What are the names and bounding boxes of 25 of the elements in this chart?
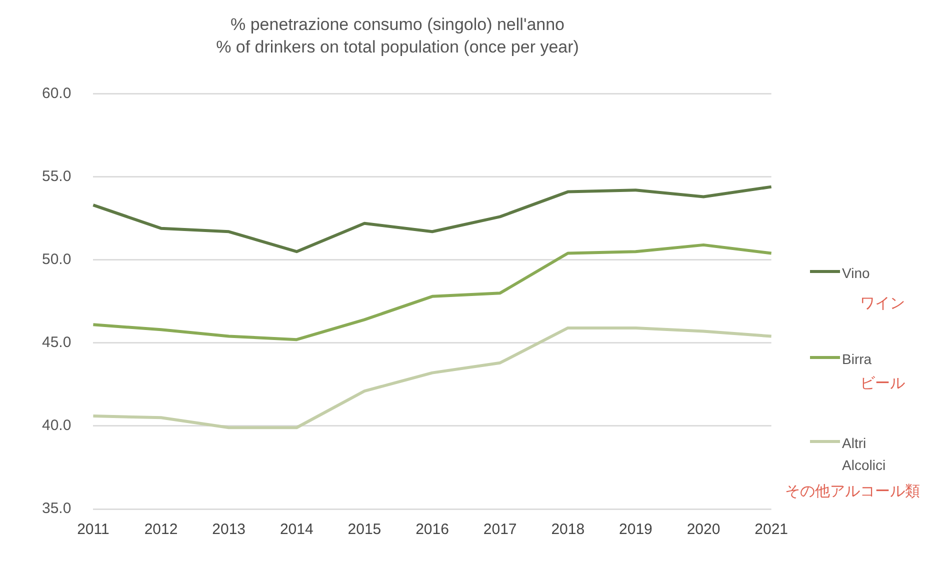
y-tick-label: 50.0 — [42, 251, 72, 268]
x-tick-label: 2020 — [686, 521, 720, 538]
legend-label: Altri Alcolici — [842, 434, 887, 475]
y-tick-label: 40.0 — [42, 417, 72, 434]
chart-title: % penetrazione consumo (singolo) nell'anno — [230, 14, 565, 34]
x-tick-label: 2012 — [144, 521, 178, 538]
chart-subtitle: % of drinkers on total population (once per year) — [216, 37, 579, 56]
x-tick-label: 2014 — [280, 521, 314, 538]
x-tick-label: 2018 — [551, 521, 585, 538]
x-tick-label: 2015 — [348, 521, 382, 538]
text: その他アルコール類 — [785, 482, 920, 501]
legend-label: Birra — [842, 350, 872, 369]
y-tick-label: 55.0 — [42, 168, 72, 185]
x-tick-label: 2016 — [416, 521, 449, 538]
y-tick-label: 45.0 — [42, 334, 72, 352]
x-tick-label: 2021 — [754, 521, 788, 538]
x-tick-label: 2019 — [619, 521, 652, 538]
text: ワイン — [860, 294, 905, 313]
legend-label: Vino — [842, 264, 870, 283]
x-tick-label: 2011 — [77, 521, 110, 538]
text: ビール — [860, 374, 905, 393]
x-tick-label: 2017 — [483, 521, 517, 538]
y-tick-label: 35.0 — [42, 500, 72, 518]
x-tick-label: 2013 — [212, 521, 246, 538]
y-tick-label: 60.0 — [42, 84, 72, 102]
